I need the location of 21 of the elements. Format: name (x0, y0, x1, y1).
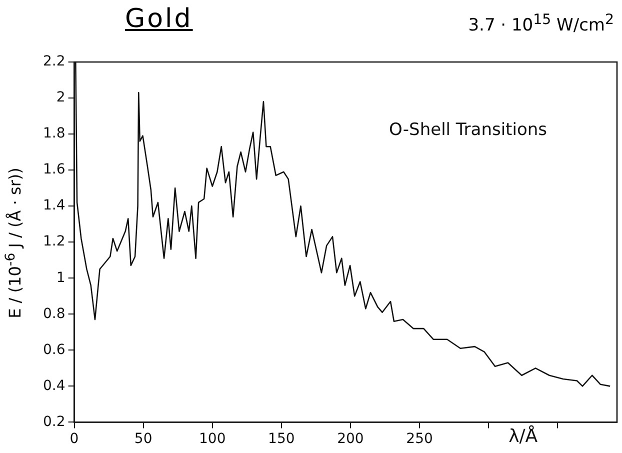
x-axis-title: λ/Å (508, 424, 538, 447)
y-tick-label: 0.8 (43, 306, 66, 322)
x-tick-label: 250 (406, 431, 433, 448)
y-tick-label: 1.2 (43, 234, 66, 250)
y-tick-label: 1.4 (43, 198, 66, 214)
y-tick-label: 2.2 (43, 54, 66, 70)
x-tick-label: 200 (337, 431, 364, 448)
y-tick-label: 2 (56, 90, 66, 106)
chart-title: Gold (125, 4, 193, 34)
y-tick-label: 1.8 (43, 126, 66, 142)
y-tick-label: 1 (56, 270, 66, 286)
y-tick-label: 0.6 (43, 342, 66, 358)
y-tick-label: 1.6 (43, 162, 66, 178)
annotation: O-Shell Transitions (389, 120, 548, 140)
y-tick-label: 0.2 (43, 414, 66, 430)
y-tick-label: 0.4 (43, 378, 66, 394)
x-tick-label: 50 (134, 431, 152, 448)
x-tick-label: 100 (199, 431, 226, 448)
chart-subtitle: 3.7 · 10$^{15}$ W/cm$^{2}$ (468, 12, 614, 36)
x-tick-label: 0 (70, 431, 79, 448)
x-tick-label: 150 (268, 431, 295, 448)
